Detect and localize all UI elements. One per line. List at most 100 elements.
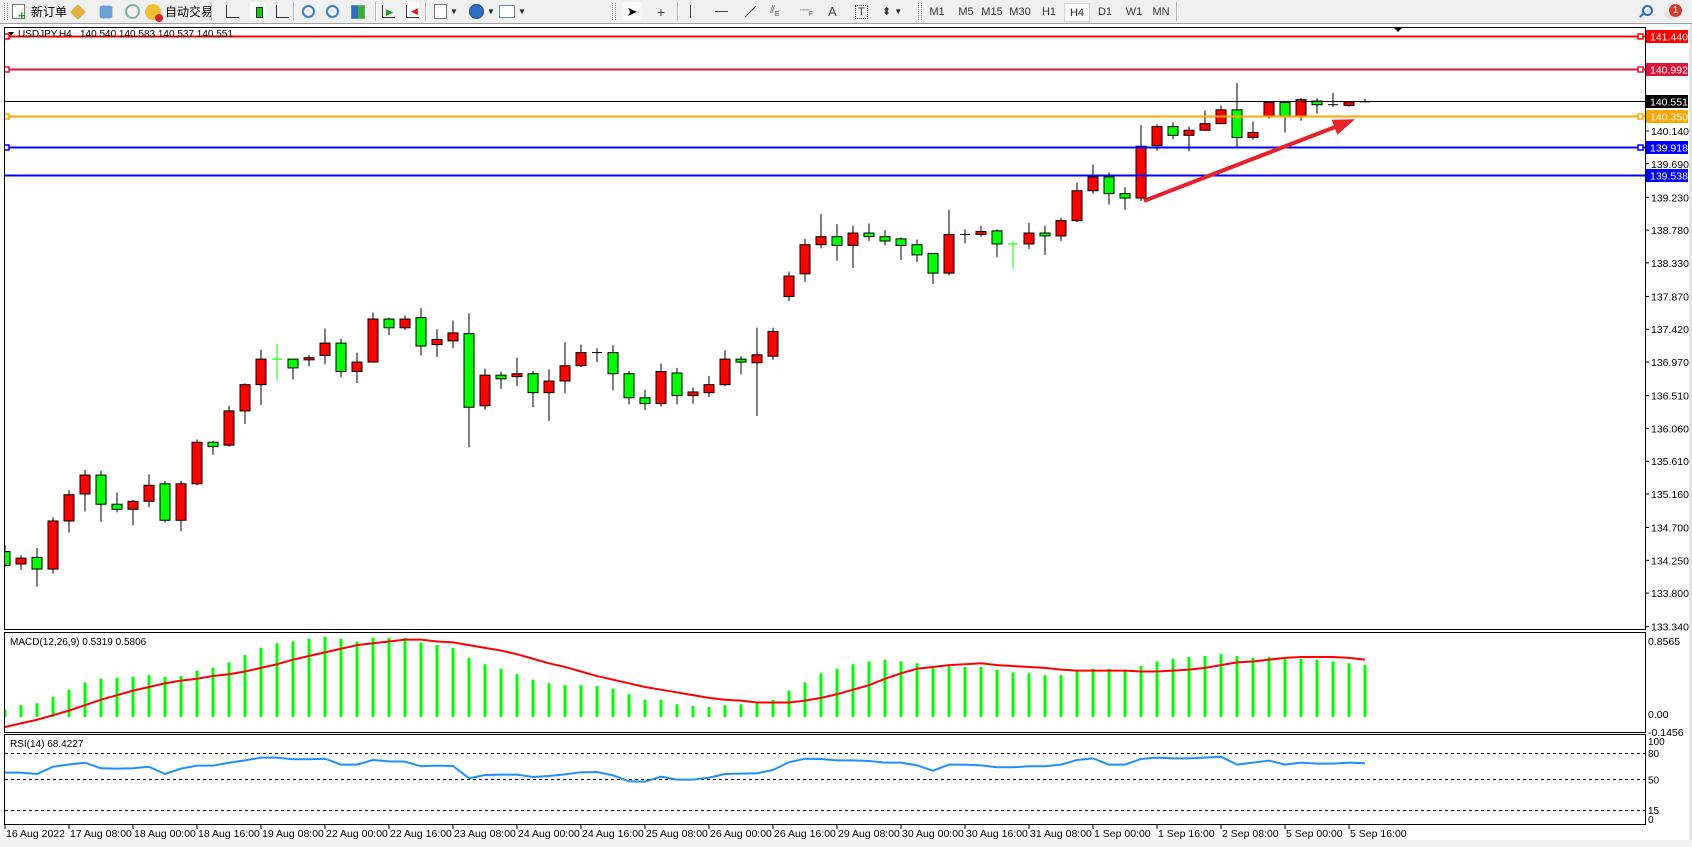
candle [799,238,811,282]
vertical-line-button[interactable] [690,2,691,21]
arrows-button[interactable]: ⬍ ▼ [882,2,902,21]
candle [879,230,891,246]
horizontal-line-button[interactable] [715,2,728,21]
candle-body [543,380,555,394]
data-window-button[interactable] [98,2,114,21]
timeframe-m1[interactable]: M1 [929,5,945,18]
text-button[interactable]: A [828,2,837,21]
candlestick-button[interactable] [250,2,266,21]
candle-body [1231,109,1243,139]
timeframe-m30[interactable]: M30 [1009,5,1031,18]
candle-body [191,441,203,485]
macd-histogram-bar [531,679,535,717]
time-tick-label: 5 Sep 16:00 [1350,828,1407,840]
time-tick-label: 24 Aug 00:00 [518,828,580,840]
macd-histogram-bar [995,669,999,717]
bar-chart-icon [226,5,239,18]
timeframe-mn[interactable]: MN [1152,5,1170,18]
candle-body [335,342,347,373]
candle-body [927,252,939,274]
macd-histogram-bar [307,638,311,717]
candle [1039,225,1051,255]
candle-body [559,365,571,382]
candle-body [1103,176,1115,195]
timeframe-d1[interactable]: D1 [1097,5,1113,18]
candle-body [303,357,315,361]
navigator-button[interactable] [125,2,140,21]
chart-shift-button[interactable]: ◀ [406,2,419,21]
time-tick-label: 19 Aug 08:00 [262,828,324,840]
candle-body [799,244,811,275]
chevron-down-icon: ▼ [894,7,903,16]
line-handle[interactable] [4,66,10,73]
auto-scroll-button[interactable]: ▶ [382,2,395,21]
bar-chart-button[interactable] [226,2,239,21]
toolbar-separator [211,2,213,21]
macd-histogram-bar [1315,659,1319,717]
status-strip [0,840,1692,847]
search-button[interactable] [1637,2,1653,21]
macd-pane[interactable] [4,636,1367,728]
main-chart-pane[interactable] [0,33,1645,587]
new-order-button[interactable]: + 新订单 [12,2,67,22]
equidistant-channel-button[interactable]: ⫽E [770,2,780,21]
rsi-pane[interactable] [5,753,1645,811]
macd-histogram-bar [659,699,663,717]
periods-button[interactable]: ▼ [469,2,495,21]
line-handle[interactable] [1637,66,1644,73]
text-label-button[interactable]: T [855,2,868,21]
timeframe-m15[interactable]: M15 [981,5,1003,18]
line-chart-button[interactable] [276,2,289,21]
line-handle[interactable] [4,113,10,120]
trend-arrow-line[interactable] [1143,125,1336,203]
line-price-label: 141.440 [1650,32,1688,44]
periods-icon [469,4,484,19]
new-order-icon: + [12,4,26,22]
macd-histogram-bar [819,673,823,717]
candle [671,367,683,405]
crosshair-button[interactable]: + [653,2,669,21]
macd-histogram-bar [83,682,87,717]
zoom-out-button[interactable] [326,2,339,21]
price-tick-label: 134.700 [1651,523,1689,535]
toolbar-grip[interactable] [918,3,922,20]
toolbar-grip[interactable] [4,3,8,20]
macd-histogram-bar [1171,658,1175,717]
chart-shift-marker-icon[interactable] [1393,27,1403,32]
tile-windows-button[interactable] [350,2,366,21]
line-handle[interactable] [4,33,10,40]
line-handle[interactable] [1637,33,1644,40]
macd-histogram-bar [739,704,743,717]
timeframe-h1[interactable]: H1 [1041,5,1057,18]
line-handle[interactable] [1637,113,1644,120]
candle-body [735,358,747,363]
chart-menu-triangle-icon[interactable] [8,32,14,36]
candle-body [687,391,699,397]
timeframe-h4[interactable]: H4 [1064,3,1090,22]
horizontal-line-icon [715,11,728,12]
line-price-label-bg [1646,110,1688,123]
templates-button[interactable]: ▼ [499,2,526,21]
auto-trading-button[interactable]: 自动交易 [145,2,213,22]
line-handle[interactable] [4,144,10,151]
line-handle[interactable] [1637,144,1644,151]
candle [303,354,315,367]
indicators-button[interactable]: ▼ [434,2,458,21]
cursor-button[interactable]: ➤ [622,2,642,21]
main-pane-frame [4,27,1646,630]
timeframe-w1[interactable]: W1 [1125,5,1143,18]
candle-body [895,238,907,246]
zoom-in-button[interactable] [302,2,315,21]
toolbar-separator [375,2,377,21]
price-tick-label: 140.140 [1651,126,1689,138]
candle-body [831,236,843,246]
macd-histogram-bar [611,688,615,717]
fibonacci-button[interactable]: ┈┈F [800,2,813,21]
notifications-button[interactable]: 1 [1664,2,1682,21]
window-border [1689,24,1692,847]
toolbar-grip[interactable] [612,3,616,20]
candle [607,345,619,391]
time-tick-label: 30 Aug 16:00 [966,828,1028,840]
timeframe-m5[interactable]: M5 [958,5,974,18]
